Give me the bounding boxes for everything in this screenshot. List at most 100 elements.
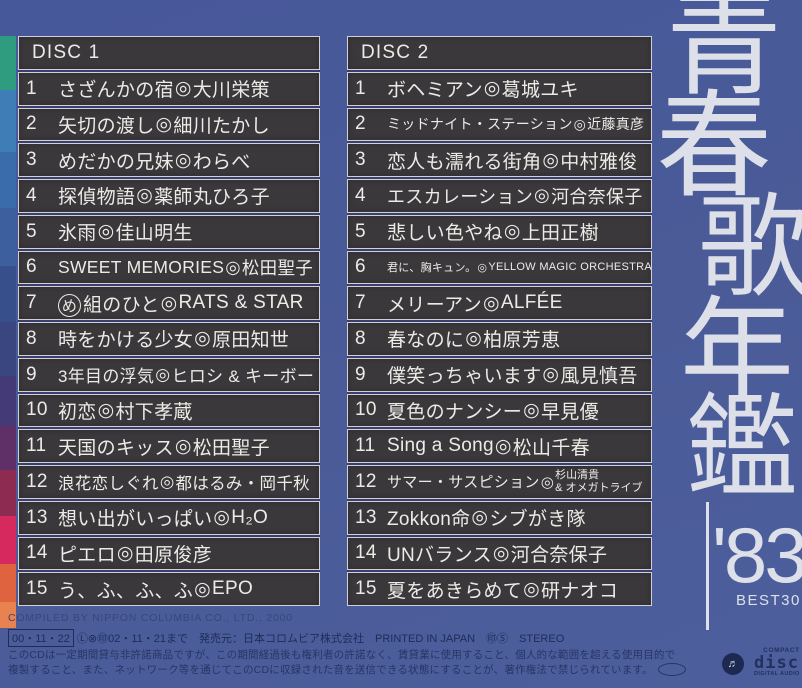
track-number: 13 <box>355 506 377 528</box>
track-row: 7 メリーアン ◎ ALFÉE <box>347 286 652 320</box>
track-row: 6 君に、胸キュン。 ◎ YELLOW MAGIC ORCHESTRA <box>347 250 652 285</box>
track-text: 悲しい色やね ◎ 上田正樹 <box>387 218 651 245</box>
track-text: 氷雨 ◎ 佳山明生 <box>58 218 319 245</box>
disc1-tracklist-panel: DISC 1 1 さざんかの宿 ◎ 大川栄策 2 矢切の渡し ◎ 細川たかし 3 めだかの兄妹 ◎ わら… <box>18 36 320 606</box>
track-artist: 杉山清貴 & オメガトライブ <box>555 469 643 494</box>
track-artist: わらべ <box>192 151 251 173</box>
track-text: 矢切の渡し ◎ 細川たかし <box>58 111 319 138</box>
track-text: SWEET MEMORIES ◎ 松田聖子 <box>58 255 319 280</box>
stripe-band <box>0 266 16 322</box>
separator-mark: ◎ <box>97 399 115 421</box>
separator-mark: ◎ <box>465 328 483 350</box>
track-title: UNバランス <box>387 544 492 566</box>
track-text: メリーアン ◎ ALFÉE <box>387 290 651 317</box>
track-title: 夏色のナンシー <box>387 401 523 423</box>
track-text: めだかの兄妹 ◎ わらべ <box>58 147 319 174</box>
title-char-kan: 鑑 <box>686 385 798 510</box>
rights-oval-logo <box>657 663 686 676</box>
copyright-notice-text: 複製すること、また、ネットワーク等を通じてこのCDに収録された音を送信できる状態… <box>8 664 653 676</box>
track-row: 9 3年目の浮気 ◎ ヒロシ & キーボー <box>18 357 320 392</box>
track-text: Sing a Song ◎ 松山千春 <box>387 433 651 460</box>
disc-header: DISC 2 <box>347 36 652 70</box>
track-number: 10 <box>26 399 48 421</box>
stripe-band <box>0 564 16 602</box>
rainbow-spine-stripe <box>0 36 16 628</box>
track-number: 10 <box>355 399 377 421</box>
track-number: 13 <box>26 506 48 528</box>
track-number: 9 <box>355 363 366 385</box>
separator-mark: ◎ <box>174 78 192 100</box>
track-title: ピエロ <box>58 544 116 566</box>
separator-mark: ◎ <box>194 328 211 350</box>
track-title: め組のひと <box>58 290 160 317</box>
stripe-band <box>0 602 16 628</box>
track-artist: 河合奈保子 <box>551 186 643 207</box>
columbia-logo: ♬ <box>722 653 744 675</box>
track-title: 想い出がいっぱい <box>58 509 213 531</box>
stripe-band <box>0 36 16 90</box>
track-artist: ヒロシ & キーボー <box>171 367 315 387</box>
track-artist: 葛城ユキ <box>501 80 579 102</box>
track-artist: 細川たかし <box>173 115 270 137</box>
separator-mark: ◎ <box>523 399 540 421</box>
track-artist: シブがき隊 <box>489 509 586 531</box>
disc-header-label: DISC 2 <box>361 41 430 63</box>
separator-mark: ◎ <box>174 435 192 457</box>
track-title: めだかの兄妹 <box>58 151 174 173</box>
track-row: 8 春なのに ◎ 柏原芳恵 <box>347 322 652 356</box>
album-title-vertical: 青 春 歌 年 鑑 '83 BEST30 <box>650 0 802 688</box>
track-number: 11 <box>26 435 47 457</box>
track-text: 僕笑っちゃいます ◎ 風見慎吾 <box>387 361 651 388</box>
track-text: 想い出がいっぱい ◎ H₂O <box>58 504 319 531</box>
track-row: 3 めだかの兄妹 ◎ わらべ <box>18 143 320 177</box>
track-title: 氷雨 <box>58 223 97 245</box>
track-title: 春なのに <box>387 330 465 352</box>
separator-mark: ◎ <box>471 507 489 529</box>
cd-logo-bottom: DIGITAL AUDIO <box>754 670 800 677</box>
title-char-uta: 歌 <box>698 185 802 310</box>
track-row: 11 天国のキッス ◎ 松田聖子 <box>18 429 320 463</box>
title-char-shun: 春 <box>656 81 772 211</box>
compiled-credit-line: COMPILED BY NIPPON COLUMBIA CO., LTD., 2… <box>8 612 293 624</box>
track-text: 天国のキッス ◎ 松田聖子 <box>58 433 319 460</box>
separator-mark: ◎ <box>494 435 512 457</box>
track-row: 12 サマー・サスピション ◎ 杉山清貴 & オメガトライブ <box>347 465 652 499</box>
track-title: 夏をあきらめて <box>387 580 523 602</box>
track-number: 12 <box>26 470 48 492</box>
stripe-band <box>0 208 16 266</box>
track-text: サマー・サスピション ◎ 杉山清貴 & オメガトライブ <box>387 469 651 494</box>
track-text: 浪花恋しぐれ ◎ 都はるみ・岡千秋 <box>58 470 319 494</box>
track-number: 2 <box>26 113 37 135</box>
track-text: め組のひと ◎ RATS & STAR <box>58 290 319 317</box>
track-text: 恋人も濡れる街角 ◎ 中村雅俊 <box>387 147 651 174</box>
separator-mark: ◎ <box>542 364 560 386</box>
track-number: 3 <box>26 149 37 171</box>
title-vertical-rule <box>706 502 709 630</box>
track-title: ボヘミアン <box>387 80 483 102</box>
track-title: 僕笑っちゃいます <box>387 366 542 388</box>
track-artist: 中村雅俊 <box>560 151 638 173</box>
track-row: 4 エスカレーション ◎ 河合奈保子 <box>347 179 652 213</box>
track-title: さざんかの宿 <box>58 80 174 102</box>
track-number: 12 <box>355 470 377 492</box>
track-title: SWEET MEMORIES <box>58 256 225 277</box>
disc-header-label: DISC 1 <box>32 41 101 63</box>
track-row: 15 う、ふ、ふ、ふ ◎ EPO <box>18 572 320 606</box>
track-artist: 都はるみ・岡千秋 <box>175 474 310 493</box>
track-artist: 早見優 <box>541 401 599 423</box>
best30-label: BEST30 <box>736 592 801 609</box>
track-row: 5 悲しい色やね ◎ 上田正樹 <box>347 214 652 249</box>
stripe-band <box>0 322 16 376</box>
stripe-band <box>0 90 16 152</box>
track-title: メリーアン <box>387 294 482 316</box>
track-row: 1 さざんかの宿 ◎ 大川栄策 <box>18 71 320 106</box>
compact-disc-logo: COMPACT disc DIGITAL AUDIO <box>754 647 800 677</box>
track-number: 1 <box>355 77 366 99</box>
track-text: さざんかの宿 ◎ 大川栄策 <box>58 75 319 102</box>
track-title: 天国のキッス <box>58 437 174 459</box>
track-number: 3 <box>355 149 366 171</box>
track-artist: 上田正樹 <box>521 223 599 245</box>
separator-mark: ◎ <box>155 113 173 135</box>
separator-mark: ◎ <box>482 292 500 314</box>
cd-logo-top: COMPACT <box>763 647 800 654</box>
